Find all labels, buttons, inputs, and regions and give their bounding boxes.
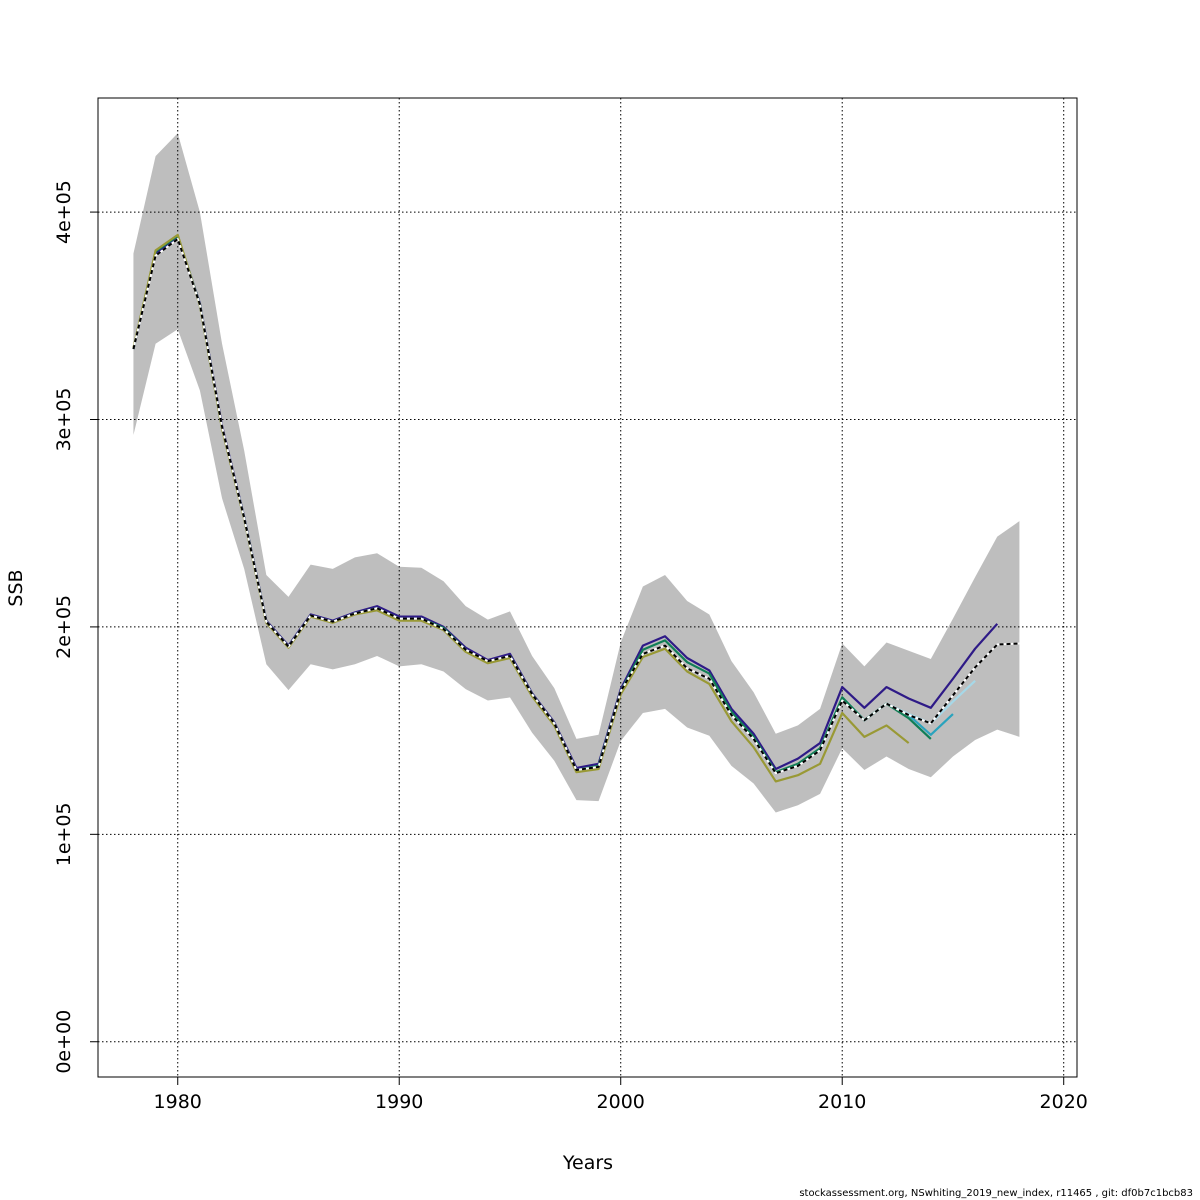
series-layer xyxy=(132,233,1020,783)
confidence-band-layer xyxy=(133,133,1020,813)
grid-layer xyxy=(98,98,1077,1077)
axis-layer: 1980 1990 2000 2010 2020 0e+00 1e+05 2e+05 3e+05… xyxy=(53,180,1088,1113)
y-axis-title: SSB xyxy=(5,569,27,606)
y-tick-label: 2e+05 xyxy=(53,595,75,659)
x-axis-title: Years xyxy=(562,1152,613,1174)
x-tick-label: 1980 xyxy=(154,1091,202,1113)
y-tick-label: 0e+00 xyxy=(53,1010,75,1074)
x-tick-label: 2020 xyxy=(1040,1091,1088,1113)
plot-frame xyxy=(97,97,1078,1078)
x-tick-label: 2000 xyxy=(597,1091,645,1113)
x-tick-label: 2010 xyxy=(818,1091,866,1113)
y-tick-label: 4e+05 xyxy=(53,180,75,244)
series-line-5 xyxy=(132,238,1020,775)
x-tick-label: 1990 xyxy=(375,1091,423,1113)
confidence-band xyxy=(133,133,1020,813)
footer-note: stockassessment.org, NSwhiting_2019_new_… xyxy=(799,1188,1193,1199)
y-tick-label: 3e+05 xyxy=(53,388,75,452)
y-tick-label: 1e+05 xyxy=(53,802,75,866)
